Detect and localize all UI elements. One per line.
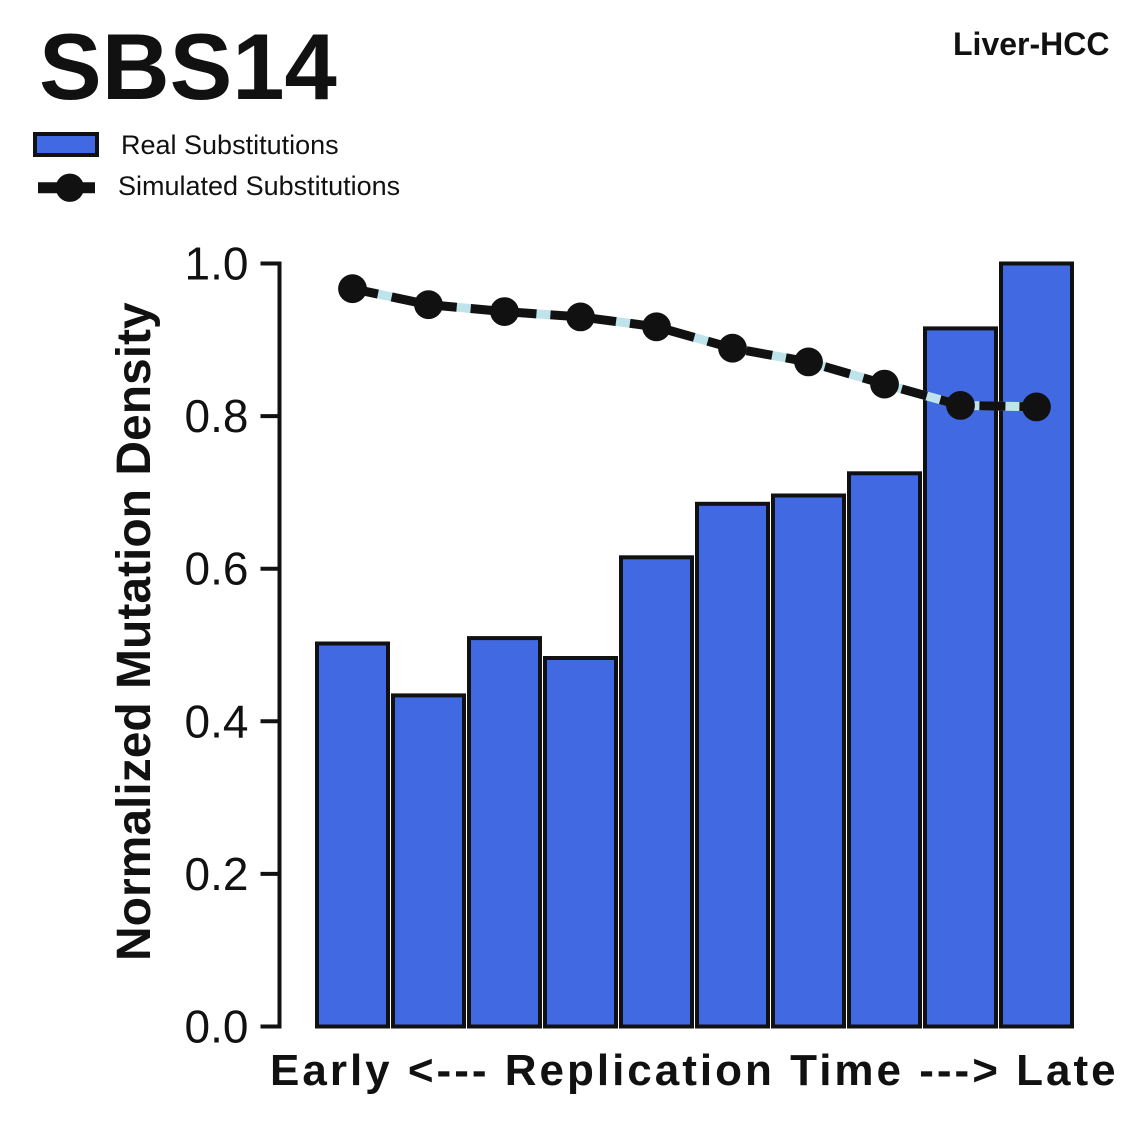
svg-text:0.6: 0.6 [185, 543, 249, 595]
svg-text:1.0: 1.0 [185, 238, 249, 290]
svg-text:0.8: 0.8 [185, 390, 249, 442]
svg-text:0.4: 0.4 [185, 695, 249, 747]
svg-text:0.2: 0.2 [185, 848, 249, 900]
svg-text:0.0: 0.0 [185, 1001, 249, 1053]
